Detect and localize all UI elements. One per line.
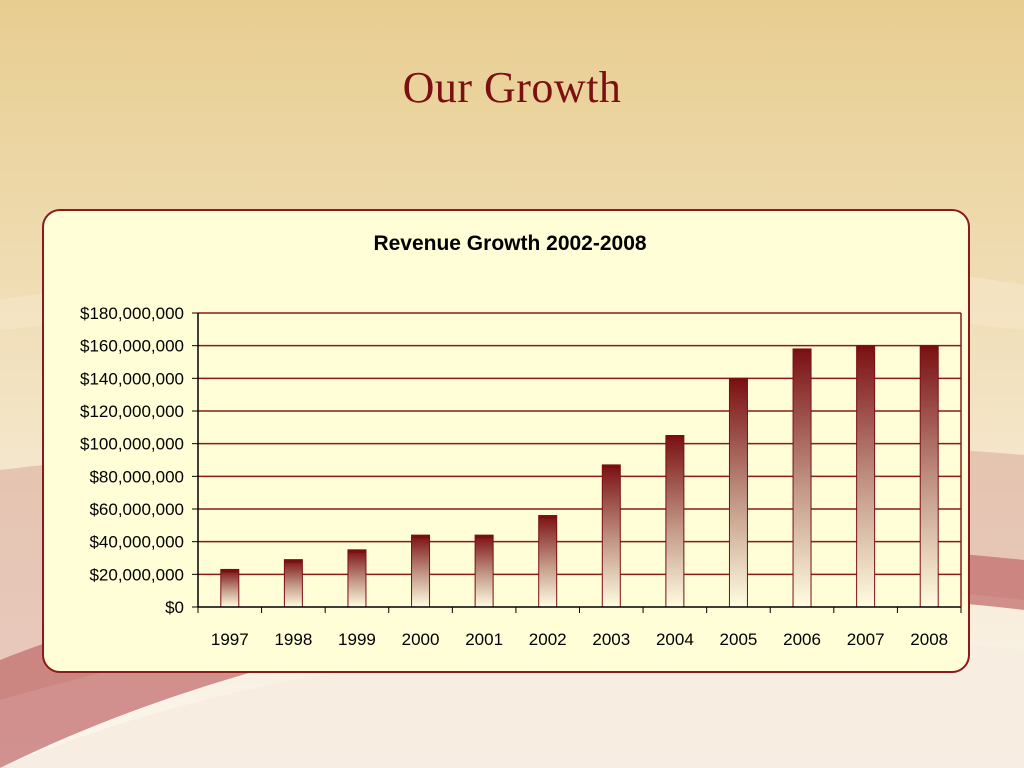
bar-1999 <box>347 549 367 608</box>
axes <box>192 312 962 613</box>
y-axis-tick-labels: $0 $20,000,000 $40,000,000 $60,000,000 $80,0… <box>80 304 184 617</box>
x-tick-label: 1997 <box>211 630 249 649</box>
x-tick-label: 2002 <box>529 630 567 649</box>
chart-panel: Revenue Growth 2002-2008 $0 $20,000,000 $4… <box>42 209 970 673</box>
bar-cap-2006 <box>793 348 812 352</box>
x-tick-label: 2007 <box>847 630 885 649</box>
x-tick-label: 1999 <box>338 630 376 649</box>
y-tick-label: $140,000,000 <box>80 369 184 388</box>
bar-cap-1998 <box>284 559 303 563</box>
bar-2002 <box>538 515 558 608</box>
bar-2005 <box>728 377 748 608</box>
chart-title: Revenue Growth 2002-2008 <box>373 232 646 255</box>
bar-1997 <box>220 568 240 608</box>
bar-2008 <box>919 345 939 608</box>
x-tick-label: 2006 <box>783 630 821 649</box>
x-tick-label: 2001 <box>465 630 503 649</box>
x-tick-label: 2003 <box>592 630 630 649</box>
bar-cap-2002 <box>538 515 557 519</box>
revenue-bar-chart: Revenue Growth 2002-2008 $0 $20,000,000 $4… <box>80 232 962 649</box>
slide-title: Our Growth <box>402 63 622 112</box>
bar-cap-2000 <box>411 535 430 539</box>
y-tick-label: $80,000,000 <box>89 467 184 486</box>
x-axis-tick-labels: 1997 1998 1999 2000 2001 2002 2003 2004 2005 2006… <box>211 630 948 649</box>
bar-2006 <box>792 348 812 608</box>
bar-1998 <box>283 559 303 608</box>
y-tick-label: $120,000,000 <box>80 402 184 421</box>
x-tick-label: 2000 <box>402 630 440 649</box>
x-tick-label: 2008 <box>910 630 948 649</box>
bar-2001 <box>474 534 494 608</box>
bar-cap-2007 <box>856 345 875 349</box>
bar-cap-2003 <box>602 464 621 468</box>
bar-cap-2008 <box>920 345 939 349</box>
bar-2007 <box>856 345 876 608</box>
y-tick-label: $20,000,000 <box>89 565 184 584</box>
bar-cap-2004 <box>665 435 684 439</box>
gridlines <box>198 312 961 576</box>
y-tick-label: $0 <box>165 598 184 617</box>
bar-cap-1997 <box>220 569 239 573</box>
bar-2003 <box>601 464 621 608</box>
x-tick-label: 2004 <box>656 630 694 649</box>
y-tick-label: $60,000,000 <box>89 500 184 519</box>
y-tick-label: $160,000,000 <box>80 337 184 356</box>
bar-2000 <box>411 534 431 608</box>
bars <box>220 345 939 608</box>
bar-cap-2005 <box>729 378 748 382</box>
y-tick-label: $100,000,000 <box>80 435 184 454</box>
x-tick-label: 2005 <box>720 630 758 649</box>
bar-cap-1999 <box>347 549 366 553</box>
y-tick-label: $180,000,000 <box>80 304 184 323</box>
x-tick-label: 1998 <box>274 630 312 649</box>
y-tick-label: $40,000,000 <box>89 533 184 552</box>
bar-2004 <box>665 435 685 608</box>
bar-cap-2001 <box>475 535 494 539</box>
